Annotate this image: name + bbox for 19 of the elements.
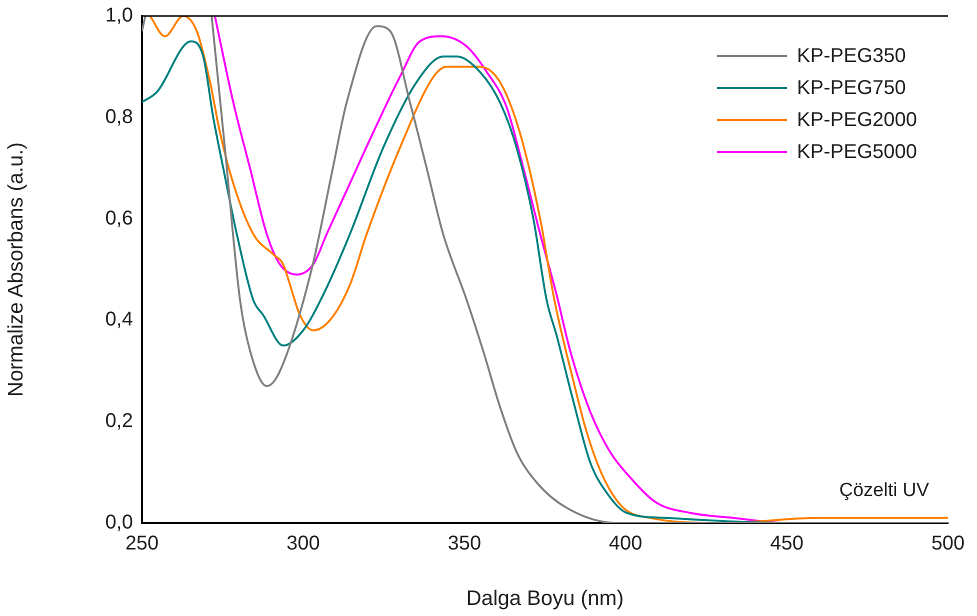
legend-label: KP-PEG750 [796, 76, 906, 100]
legend-label: KP-PEG2000 [796, 108, 917, 132]
y-tick-label: 0,8 [105, 106, 133, 128]
x-tick-label: 300 [286, 532, 320, 555]
legend-label: KP-PEG5000 [796, 140, 917, 164]
legend-label: KP-PEG350 [796, 44, 906, 68]
x-tick-label: 400 [608, 532, 642, 555]
y-tick-label: 1,0 [105, 4, 133, 27]
x-tick-label: 500 [931, 532, 965, 555]
y-tick-label: 0,2 [105, 410, 133, 432]
y-tick-label: 0,6 [105, 207, 133, 230]
y-tick-label: 0,4 [105, 308, 133, 331]
x-tick-label: 250 [125, 532, 159, 555]
x-tick-label: 450 [770, 532, 804, 555]
x-tick-label: 350 [448, 532, 482, 555]
y-tick-label: 0,0 [105, 512, 133, 534]
x-axis-title: Dalga Boyu (nm) [466, 587, 624, 610]
annotation: Çözelti UV [839, 480, 929, 502]
y-axis-title: Normalize Absorbans (a.u.) [4, 142, 28, 397]
